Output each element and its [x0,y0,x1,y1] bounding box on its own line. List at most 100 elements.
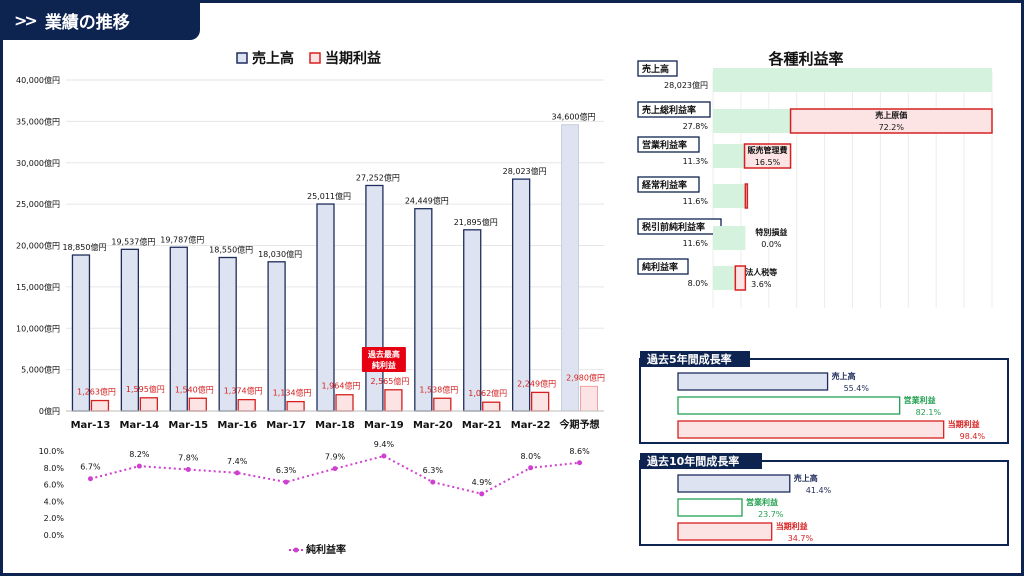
margin-row-tag [637,101,711,118]
margin-row-label: 経常利益率 [642,179,687,191]
sales-data-label: 18,030億円 [258,249,302,259]
growth10-bar-name: 営業利益 [746,497,778,507]
sales-bar [463,229,482,412]
growth10-bar-value: 34.7% [788,534,814,543]
sales-bar [316,203,335,412]
profit-bar [237,398,256,412]
margin-value-bar [713,226,746,250]
growth5-bar-name: 売上高 [832,371,856,381]
profit-bar [188,397,207,412]
net-margin-point [381,453,387,459]
callout-line1: 過去最高 [367,349,400,359]
margin-value-bar [713,109,791,133]
y-tick-label: 10,000億円 [16,323,60,333]
sales-data-label: 34,600億円 [552,112,596,122]
y-tick-label: 5,000億円 [21,365,60,375]
margin-value-bar [713,144,745,168]
legend-profit-swatch [309,52,321,64]
double-chevron-right-icon: >> [14,10,38,30]
net-margin-label: 6.3% [276,466,297,475]
margin-cost-bar [734,265,747,291]
record-profit-callout [361,347,406,372]
y-tick-label: 0億円 [39,406,60,416]
legend-sales-label: 売上高 [252,50,294,67]
margin-cost-name: 販売管理費 [748,145,788,155]
margin-value-label: 27.8% [683,122,709,131]
line-legend-marker [293,547,299,553]
sales-data-label: 28,023億円 [503,166,547,176]
line-legend-label: 純利益率 [306,543,346,556]
net-margin-line [90,454,580,495]
profit-bar [433,397,452,412]
y-tick-label: 30,000億円 [16,158,60,168]
profit-data-label: 1,134億円 [273,388,312,398]
margin-cost-name: 売上原価 [875,110,907,120]
sales-data-label: 18,550億円 [209,244,253,254]
net-margin-label: 8.2% [129,450,150,459]
margin-value-label: 28,023億円 [664,80,708,90]
sales-data-label: 19,787億円 [160,234,204,244]
growth5-title-tab [640,351,750,367]
net-margin-point [136,463,142,469]
profit-data-label: 1,540億円 [175,384,214,394]
sales-bar [414,208,433,412]
profit-data-label: 2,249億円 [517,378,556,388]
net-margin-point [185,466,191,472]
margin-value-bar [713,266,736,290]
line-y-tick-label: 10.0% [39,447,65,456]
y-tick-label: 25,000億円 [16,199,60,209]
profit-bar [335,394,354,412]
profit-data-label: 1,263億円 [77,387,116,397]
profit-data-label: 2,980億円 [566,372,605,382]
profit-data-label: 1,595億円 [126,384,165,394]
profit-bar [530,391,550,412]
line-y-tick-label: 4.0% [44,497,65,506]
line-y-tick-label: 2.0% [44,514,65,523]
margin-cost-name: 法人税等 [745,267,777,277]
header-tab: >> 業績の推移 [0,0,200,40]
growth10-bar-name: 売上高 [794,473,818,483]
sales-data-label: 19,537億円 [111,236,155,246]
line-y-tick-label: 8.0% [44,464,65,473]
legend-sales-swatch [236,52,248,64]
profit-bar [482,401,501,412]
profit-data-label: 1,538億円 [419,384,458,394]
margins-title: 各種利益率 [767,50,843,68]
margin-row-tag [637,258,689,275]
net-margin-point [479,491,485,497]
growth5-bar-value: 98.4% [960,432,986,441]
margin-cost-value: 72.2% [879,123,905,132]
growth10-title: 過去10年間成長率 [646,454,739,468]
growth5-bar [677,372,829,391]
growth10-title-tab [640,453,762,469]
margin-cost-bar [789,108,993,134]
profit-bar [580,385,599,412]
net-margin-point [430,479,436,485]
net-margin-label: 7.4% [227,457,248,466]
sales-data-label: 21,895億円 [454,217,498,227]
x-tick-label: Mar-20 [413,420,453,431]
margin-row-label: 売上高 [642,63,669,75]
margin-cost-name: 特別損益 [755,227,787,237]
x-tick-label: Mar-14 [120,420,160,431]
net-margin-label: 9.4% [374,440,395,449]
net-margin-point [234,470,240,476]
growth5-bar-name: 当期利益 [948,419,980,429]
net-margin-label: 6.7% [80,463,101,472]
margin-cost-value: 0.0% [761,240,782,249]
x-tick-label: Mar-21 [462,420,502,431]
growth10-bar-value: 23.7% [758,510,784,519]
growth10-bar [677,474,791,493]
margin-row-label: 純利益率 [642,261,678,273]
y-tick-label: 40,000億円 [16,75,60,85]
margin-row-label: 税引前純利益率 [642,221,705,233]
net-margin-label: 8.6% [569,447,590,456]
line-y-tick-label: 0.0% [44,531,65,540]
growth10-bar-name: 当期利益 [776,521,808,531]
net-margin-label: 4.9% [472,478,493,487]
profit-bar [286,400,305,412]
margin-row-tag [637,136,700,153]
margin-cost-bar [743,143,792,169]
sales-bar [511,178,531,412]
